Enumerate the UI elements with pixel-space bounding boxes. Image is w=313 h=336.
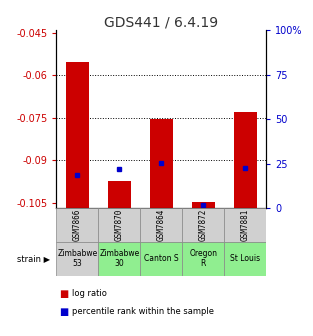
Text: St Louis: St Louis	[230, 254, 260, 263]
Text: log ratio: log ratio	[72, 289, 107, 298]
Text: GSM7870: GSM7870	[115, 209, 124, 241]
Text: Oregon
R: Oregon R	[189, 249, 217, 268]
Text: percentile rank within the sample: percentile rank within the sample	[72, 307, 214, 317]
Text: GSM7864: GSM7864	[157, 209, 166, 241]
Bar	[182, 242, 224, 276]
Text: Zimbabwe
53: Zimbabwe 53	[57, 249, 97, 268]
Text: GSM7872: GSM7872	[199, 209, 208, 241]
Text: strain ▶: strain ▶	[17, 254, 50, 263]
Bar	[182, 208, 224, 242]
Bar	[66, 62, 89, 208]
Text: ■: ■	[59, 289, 69, 299]
Bar	[192, 202, 215, 208]
Text: GSM7866: GSM7866	[73, 209, 82, 241]
Title: GDS441 / 6.4.19: GDS441 / 6.4.19	[104, 15, 218, 29]
Bar	[108, 181, 131, 208]
Text: GSM7881: GSM7881	[241, 209, 249, 241]
Bar	[224, 242, 266, 276]
Bar	[150, 119, 173, 208]
Bar	[233, 112, 257, 208]
Bar	[224, 208, 266, 242]
Text: Canton S: Canton S	[144, 254, 178, 263]
Bar	[140, 208, 182, 242]
Bar	[98, 242, 140, 276]
Text: Zimbabwe
30: Zimbabwe 30	[99, 249, 139, 268]
Bar	[56, 208, 98, 242]
Bar	[56, 242, 98, 276]
Bar	[140, 242, 182, 276]
Bar	[98, 208, 140, 242]
Text: ■: ■	[59, 307, 69, 318]
